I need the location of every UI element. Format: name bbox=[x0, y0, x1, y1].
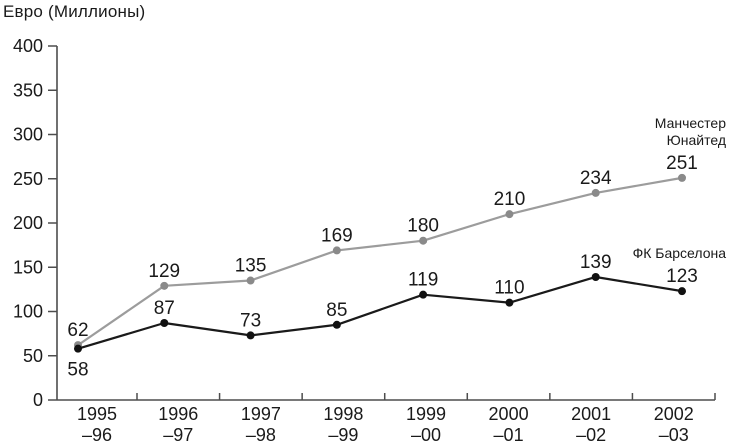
manchester-united-point bbox=[419, 236, 428, 245]
x-tick-label-year: 1998 bbox=[323, 404, 363, 424]
x-tick-label-season: –03 bbox=[659, 425, 689, 445]
x-tick-label-season: –01 bbox=[494, 425, 524, 445]
manchester-united-value-label: 234 bbox=[580, 168, 612, 189]
manchester-united-line bbox=[77, 176, 683, 347]
x-tick-label-year: 2001 bbox=[571, 404, 611, 424]
x-tick-label-season: –98 bbox=[246, 425, 276, 445]
fc-barcelona-value-label: 110 bbox=[494, 278, 524, 299]
manchester-united-point bbox=[591, 188, 600, 197]
y-tick-label: 400 bbox=[13, 36, 43, 56]
x-tick-label-year: 2002 bbox=[654, 404, 694, 424]
manchester-united-value-label: 251 bbox=[666, 153, 698, 174]
x-tick-label-season: –99 bbox=[328, 425, 358, 445]
fc-barcelona-value-label: 73 bbox=[240, 310, 261, 331]
manchester-united-value-label: 62 bbox=[67, 320, 88, 341]
y-tick-label: 200 bbox=[13, 213, 43, 233]
manchester-united-point bbox=[332, 246, 341, 255]
fc-barcelona-point bbox=[246, 331, 255, 340]
y-tick-label: 50 bbox=[23, 346, 43, 366]
manchester-united-point bbox=[160, 281, 169, 290]
manchester-united-legend-label: Манчестер bbox=[655, 115, 726, 131]
fc-barcelona-value-label: 58 bbox=[67, 360, 88, 381]
fc-barcelona-value-label: 85 bbox=[326, 300, 347, 321]
manchester-united-value-label: 169 bbox=[321, 225, 353, 246]
x-tick-label-year: 1997 bbox=[241, 404, 281, 424]
x-tick-label-season: –96 bbox=[82, 425, 112, 445]
fc-barcelona-point bbox=[678, 287, 686, 296]
fc-barcelona-value-label: 139 bbox=[580, 252, 612, 273]
fc-barcelona-value-label: 123 bbox=[666, 266, 698, 287]
y-tick-label: 100 bbox=[13, 302, 43, 322]
x-tick-label-year: 1999 bbox=[406, 404, 446, 424]
y-axis-title: Евро (Миллионы) bbox=[3, 2, 146, 21]
fc-barcelona-point bbox=[332, 320, 341, 329]
x-tick-label-year: 1996 bbox=[158, 404, 198, 424]
y-tick-label: 300 bbox=[13, 125, 43, 145]
fc-barcelona-point bbox=[591, 272, 600, 281]
fc-barcelona-value-label: 87 bbox=[154, 298, 175, 319]
fc-barcelona-legend-label: ФК Барселона bbox=[633, 245, 727, 261]
manchester-united-point bbox=[505, 210, 514, 219]
x-tick-label-season: –97 bbox=[163, 425, 193, 445]
fc-barcelona-point bbox=[419, 290, 428, 299]
x-tick-label-year: 1995 bbox=[77, 404, 117, 424]
manchester-united-value-label: 129 bbox=[148, 261, 180, 282]
fc-barcelona-point bbox=[505, 298, 514, 307]
x-tick-label-year: 2000 bbox=[489, 404, 529, 424]
manchester-united-value-label: 135 bbox=[235, 256, 267, 277]
y-tick-label: 250 bbox=[13, 169, 43, 189]
x-tick-label-season: –02 bbox=[576, 425, 606, 445]
manchester-united-point bbox=[678, 173, 686, 182]
x-tick-label-season: –00 bbox=[411, 425, 441, 445]
fc-barcelona-line bbox=[77, 275, 683, 350]
y-tick-label: 0 bbox=[33, 390, 43, 410]
manchester-united-value-label: 180 bbox=[407, 216, 439, 237]
fc-barcelona-point bbox=[160, 319, 169, 328]
fc-barcelona-point bbox=[74, 344, 82, 353]
y-tick-label: 350 bbox=[13, 80, 43, 100]
manchester-united-legend-label: Юнайтед bbox=[667, 132, 726, 148]
fc-barcelona-value-label: 119 bbox=[408, 270, 438, 291]
manchester-united-value-label: 210 bbox=[494, 189, 526, 210]
y-tick-label: 150 bbox=[13, 257, 43, 277]
manchester-united-point bbox=[246, 276, 255, 285]
